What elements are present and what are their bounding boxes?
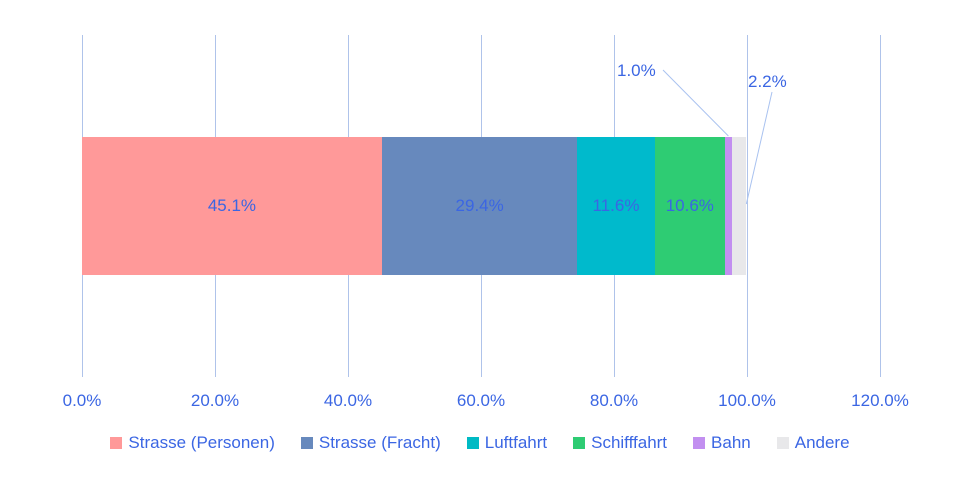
bar-segment-label: 45.1% — [207, 196, 257, 215]
x-axis-tick-label: 20.0% — [190, 391, 240, 410]
callout-label-andere: 2.2% — [748, 72, 787, 91]
bar-segment-strasse-fracht: 29.4% — [381, 137, 578, 275]
leader-line-andere — [745, 91, 773, 205]
legend-label: Luftfahrt — [484, 433, 548, 452]
legend-item-bahn: Bahn — [693, 433, 751, 453]
legend-swatch-icon — [776, 437, 789, 449]
bar-segment-label: 29.4% — [455, 196, 504, 215]
leader-line-bahn — [662, 69, 729, 137]
legend-item-schifffahrt: Schifffahrt — [573, 433, 667, 453]
bar-segment-bahn — [725, 137, 732, 275]
bar-segment-strasse-personen: 45.1% — [82, 137, 382, 275]
legend: Strasse (Personen) Strasse (Fracht) Luftfa… — [0, 433, 960, 453]
legend-label: Schifffahrt — [591, 433, 668, 452]
x-axis-tick-label: 100.0% — [718, 391, 776, 410]
legend-item-strasse-personen: Strasse (Personen) — [110, 433, 275, 453]
bar-segment-schifffahrt: 10.6% — [654, 137, 726, 275]
legend-label: Strasse (Personen) — [128, 433, 275, 452]
gridline — [746, 35, 748, 377]
legend-item-luftfahrt: Luftfahrt — [466, 433, 548, 453]
legend-swatch-icon — [300, 437, 313, 449]
legend-swatch-icon — [110, 437, 123, 449]
x-axis-tick-label: 60.0% — [456, 391, 506, 410]
bar-segment-andere — [731, 137, 747, 275]
x-axis-tick-label: 0.0% — [62, 391, 102, 410]
legend-item-strasse-fracht: Strasse (Fracht) — [300, 433, 441, 453]
legend-label: Andere — [794, 433, 850, 452]
bar-segment-luftfahrt: 11.6% — [577, 137, 655, 275]
bar-segment-label: 10.6% — [665, 196, 714, 215]
legend-item-andere: Andere — [776, 433, 850, 453]
callout-label-bahn: 1.0% — [617, 61, 656, 80]
legend-label: Bahn — [711, 433, 751, 452]
x-axis-tick-label: 120.0% — [851, 391, 909, 410]
legend-swatch-icon — [573, 437, 586, 449]
x-axis-tick-label: 40.0% — [323, 391, 373, 410]
gridline — [879, 35, 881, 377]
legend-swatch-icon — [693, 437, 706, 449]
legend-label: Strasse (Fracht) — [318, 433, 441, 452]
x-axis-tick-label: 80.0% — [589, 391, 639, 410]
legend-swatch-icon — [466, 437, 479, 449]
bar-segment-label: 11.6% — [592, 196, 640, 215]
